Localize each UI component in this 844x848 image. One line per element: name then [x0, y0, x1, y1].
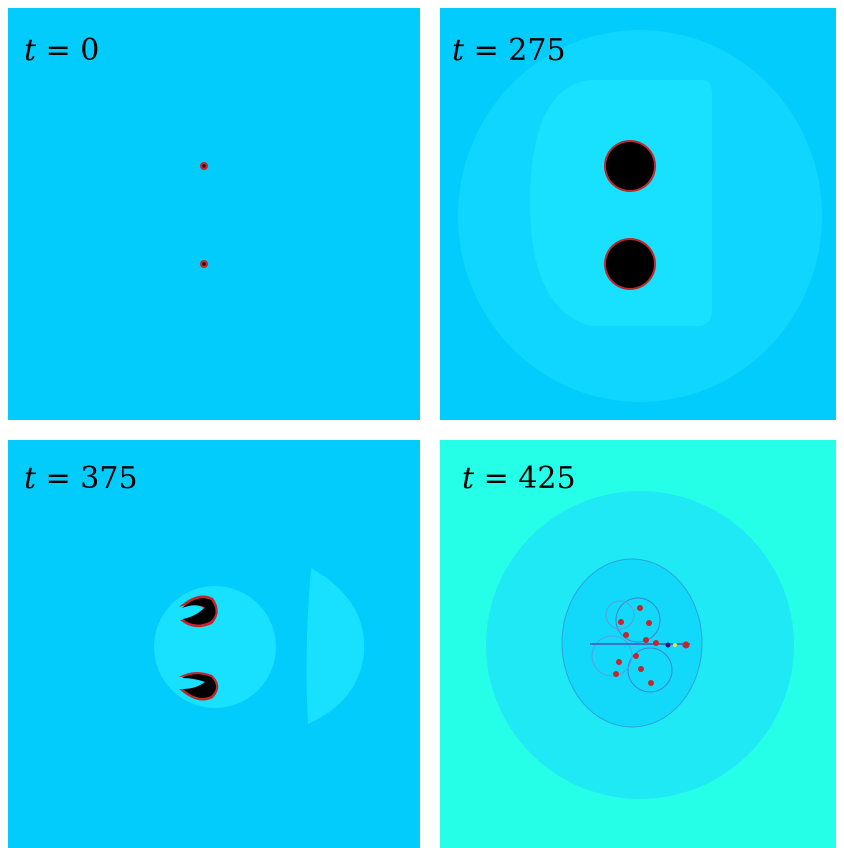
panel-t0-field [8, 8, 420, 420]
panel-t425: t = 425 [440, 440, 836, 848]
vortex-core-lower [182, 674, 216, 698]
fragment-11 [613, 671, 619, 677]
eddy-3 [591, 635, 633, 677]
panel-t425-field [440, 440, 836, 848]
panel-t375-label: t = 375 [24, 461, 138, 496]
eddy-1 [615, 597, 661, 643]
panel-t0-label: t = 0 [24, 33, 100, 68]
vortex-seed-lower-core [202, 262, 206, 266]
vortex-core-upper [182, 598, 216, 625]
fragment-7 [633, 653, 639, 659]
fragment-14 [673, 643, 677, 647]
fragment-9 [638, 666, 644, 672]
vortex-core-lower [606, 240, 654, 288]
panel-t375-field [8, 440, 420, 848]
fragment-10 [648, 680, 654, 686]
fragment-4 [623, 632, 629, 638]
panel-t275-label: t = 275 [452, 33, 566, 68]
panel-t275: t = 275 [440, 8, 836, 420]
eddy-4 [605, 600, 635, 630]
panel-t275-field [440, 8, 836, 420]
fragment-13 [665, 642, 671, 648]
inner-region [530, 80, 712, 326]
vortex-seed-upper-core [202, 164, 206, 168]
fragment-5 [643, 637, 649, 643]
panel-t425-label: t = 425 [462, 461, 576, 496]
fragment-12 [682, 641, 690, 649]
fragment-1 [618, 619, 624, 625]
fragment-6 [653, 640, 659, 646]
eddy-2 [627, 647, 673, 693]
panel-t375: t = 375 [8, 440, 420, 848]
fragment-8 [616, 659, 622, 665]
fragment-2 [637, 605, 643, 611]
crescent-wave [306, 568, 365, 724]
vortex-core-upper [606, 142, 654, 190]
panel-t0: t = 0 [8, 8, 420, 420]
background-field [8, 8, 420, 420]
fragment-3 [646, 620, 652, 626]
